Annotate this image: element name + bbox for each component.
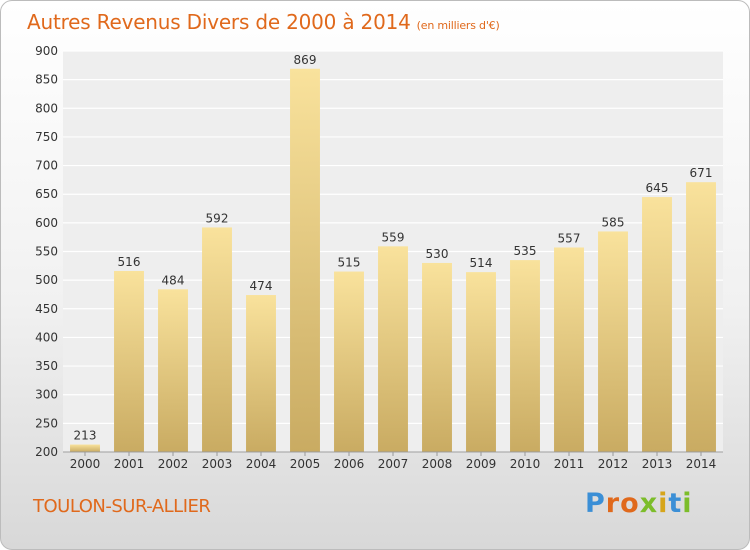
y-tick-label: 550: [35, 245, 58, 259]
data-label: 671: [690, 166, 713, 180]
x-tick-label: 2012: [598, 457, 629, 471]
logo-letter: x: [639, 488, 659, 519]
bar: [334, 271, 364, 452]
bar: [686, 182, 716, 453]
data-label: 585: [602, 215, 625, 229]
chart-title-text: Autres Revenus Divers de 2000 à 2014: [27, 10, 411, 34]
bar: [378, 246, 408, 452]
logo-letter: t: [668, 488, 683, 519]
y-tick-label: 400: [35, 330, 58, 344]
x-tick-label: 2013: [642, 457, 673, 471]
y-tick-label: 900: [35, 44, 58, 58]
x-tick-label: 2010: [510, 457, 541, 471]
x-tick-label: 2001: [114, 457, 145, 471]
bar: [554, 247, 584, 452]
x-tick-label: 2009: [466, 457, 497, 471]
bar: [510, 260, 540, 452]
data-label: 515: [338, 256, 361, 270]
logo-letter: r: [605, 488, 621, 519]
chart-subtitle: (en milliers d'€): [416, 19, 500, 32]
data-label: 559: [382, 230, 405, 244]
bar: [466, 272, 496, 452]
x-tick-label: 2003: [202, 457, 233, 471]
y-tick-label: 350: [35, 359, 58, 373]
x-tick-label: 2014: [686, 457, 717, 471]
logo-letter: i: [658, 488, 669, 519]
bar: [642, 197, 672, 452]
x-tick-label: 2008: [422, 457, 453, 471]
x-tick-label: 2006: [334, 457, 365, 471]
y-tick-label: 500: [35, 273, 58, 287]
proxiti-logo: Proxiti: [585, 488, 693, 519]
bars: [70, 68, 716, 453]
y-tick-label: 800: [35, 101, 58, 115]
value-labels: 213 516 484 592 474 869 515 559 530 514 535 557 585 6…: [74, 53, 713, 443]
data-label: 592: [206, 211, 229, 225]
y-tick-label: 300: [35, 388, 58, 402]
bar: [598, 231, 628, 452]
data-label: 530: [426, 247, 449, 261]
y-tick-label: 750: [35, 130, 58, 144]
bar: [246, 295, 276, 452]
y-axis-labels: 200 250 300 350 400 450 500 550 600 650 700 750 800 8…: [35, 44, 58, 459]
y-tick-label: 850: [35, 73, 58, 87]
x-tick-label: 2000: [70, 457, 101, 471]
bar: [202, 227, 232, 452]
y-tick-label: 650: [35, 187, 58, 201]
data-label: 213: [74, 429, 97, 443]
x-tick-label: 2005: [290, 457, 321, 471]
y-tick-label: 450: [35, 302, 58, 316]
x-tick-label: 2007: [378, 457, 409, 471]
bar: [114, 270, 144, 452]
bar: [290, 68, 320, 452]
data-label: 869: [294, 53, 317, 67]
y-tick-label: 700: [35, 159, 58, 173]
data-label: 484: [162, 273, 185, 287]
commune-name: TOULON-SUR-ALLIER: [33, 496, 211, 517]
data-label: 535: [514, 244, 537, 258]
data-label: 557: [558, 231, 581, 245]
data-label: 474: [250, 279, 273, 293]
x-tick-label: 2011: [554, 457, 585, 471]
bar: [70, 444, 100, 452]
bar: [158, 289, 188, 452]
x-tick-label: 2004: [246, 457, 277, 471]
chart-title: Autres Revenus Divers de 2000 à 2014 (en …: [27, 10, 500, 34]
data-label: 645: [646, 181, 669, 195]
x-axis-labels: 2000 2001 2002 2003 2004 2005 2006 2007 2008 2009…: [70, 452, 717, 471]
bar: [422, 262, 452, 452]
logo-letter: i: [682, 488, 693, 519]
data-label: 514: [470, 256, 493, 270]
y-tick-label: 200: [35, 445, 58, 459]
logo-letter: o: [620, 488, 640, 519]
y-tick-label: 250: [35, 416, 58, 430]
y-tick-label: 600: [35, 216, 58, 230]
logo-letter: P: [585, 488, 606, 519]
data-label: 516: [118, 255, 141, 269]
x-tick-label: 2002: [158, 457, 189, 471]
